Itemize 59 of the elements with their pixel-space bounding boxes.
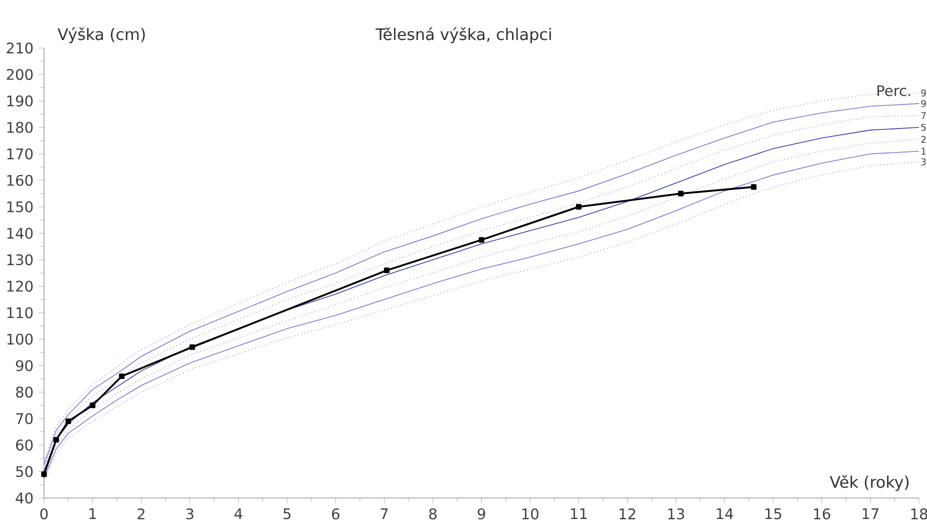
point <box>384 268 390 274</box>
point <box>90 402 96 408</box>
point <box>53 436 59 443</box>
y-tick-label: 80 <box>16 386 33 398</box>
x-tick-label: 7 <box>380 508 388 520</box>
y-tick-label: 50 <box>16 466 33 478</box>
point <box>478 237 484 243</box>
y-tick-label: 210 <box>6 42 33 54</box>
x-tick-label: 9 <box>478 508 486 520</box>
y-tick-label: 100 <box>7 334 33 345</box>
x-axis-title: Věk (roky) <box>830 475 909 492</box>
series-label: 9 <box>921 89 926 97</box>
y-tick-label: 70 <box>16 413 33 424</box>
x-tick-label: 18 <box>911 508 927 520</box>
x-tick-label: 5 <box>284 508 290 520</box>
x-tick-label: 14 <box>716 508 734 520</box>
point <box>576 204 582 210</box>
x-tick-label: 4 <box>234 508 242 520</box>
point <box>41 471 47 477</box>
y-tick-label: 120 <box>7 280 33 292</box>
series-label: 1 <box>922 148 926 155</box>
x-tick-label: 3 <box>186 508 194 520</box>
y-tick-label: 150 <box>7 201 33 212</box>
y-tick-label: 170 <box>7 148 33 160</box>
x-tick-label: 1 <box>90 508 96 520</box>
y-tick-label: 190 <box>7 95 33 106</box>
y-tick-label: 130 <box>7 254 33 266</box>
point <box>189 344 196 350</box>
point <box>118 373 125 380</box>
x-tick-label: 0 <box>40 508 48 520</box>
series-label: 5 <box>921 124 926 131</box>
legend-title: Perc. <box>877 85 910 96</box>
point <box>66 418 72 424</box>
y-axis-title: Výška (cm) <box>58 27 145 44</box>
y-tick-label: 60 <box>16 440 33 451</box>
x-tick-label: 11 <box>571 508 587 520</box>
series-label: 2 <box>921 136 926 143</box>
y-tick-label: 90 <box>16 360 33 372</box>
x-tick-label: 16 <box>814 508 830 520</box>
x-tick-label: 17 <box>862 508 878 520</box>
point <box>750 184 757 190</box>
series-label: 7 <box>921 112 926 119</box>
x-tick-label: 15 <box>765 508 782 520</box>
series-label: 3 <box>921 158 926 166</box>
y-tick-label: 140 <box>7 228 33 239</box>
chart-title: Tělesná výška, chlapci <box>376 27 551 44</box>
x-tick-label: 10 <box>522 508 538 520</box>
x-tick-label: 13 <box>668 508 684 520</box>
x-tick-label: 6 <box>332 508 340 520</box>
x-tick-label: 2 <box>138 508 144 520</box>
y-tick-label: 110 <box>7 307 33 318</box>
x-tick-label: 8 <box>429 508 437 520</box>
y-tick-label: 160 <box>7 174 33 186</box>
y-tick-label: 180 <box>7 122 33 133</box>
series-label: 9 <box>921 100 926 108</box>
y-tick-label: 40 <box>16 492 33 504</box>
y-tick-label: 200 <box>6 68 33 80</box>
point <box>678 190 684 196</box>
x-tick-label: 12 <box>620 508 636 520</box>
